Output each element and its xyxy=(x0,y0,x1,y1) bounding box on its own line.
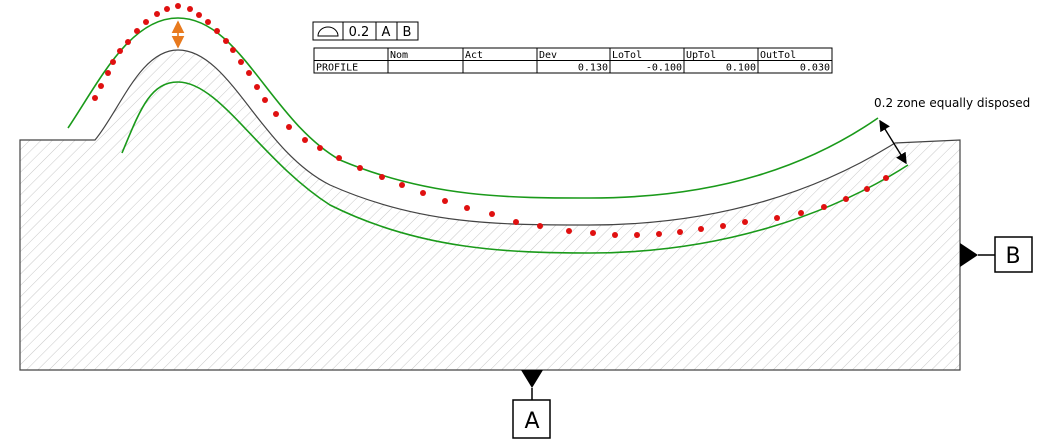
point xyxy=(513,219,519,225)
column-header: Act xyxy=(465,50,483,61)
point xyxy=(105,70,111,76)
point xyxy=(273,111,279,117)
row-label: PROFILE xyxy=(316,63,358,74)
column-header: LoTol xyxy=(612,50,642,61)
point xyxy=(864,186,870,192)
annotation: 0.2 zone equally disposed xyxy=(874,96,1030,110)
point xyxy=(302,137,308,143)
datum-a: A xyxy=(512,370,551,439)
point xyxy=(205,19,211,25)
datum-label: A xyxy=(524,409,539,434)
point xyxy=(634,232,640,238)
column-header: UpTol xyxy=(686,50,716,61)
point xyxy=(677,229,683,235)
point xyxy=(843,196,849,202)
cell-value: 0.100 xyxy=(726,63,756,74)
point xyxy=(612,232,618,238)
point xyxy=(98,83,104,89)
outer-tolerance xyxy=(67,17,879,199)
point xyxy=(357,165,363,171)
point xyxy=(143,19,149,25)
point xyxy=(154,11,160,17)
point xyxy=(134,28,140,34)
datum-ref: A xyxy=(382,25,391,40)
point xyxy=(246,70,252,76)
point xyxy=(187,6,193,12)
cell-value: -0.100 xyxy=(646,63,682,74)
point xyxy=(336,155,342,161)
point xyxy=(821,204,827,210)
point xyxy=(590,230,596,236)
point xyxy=(125,39,131,45)
column-header: Nom xyxy=(390,50,408,61)
point xyxy=(537,223,543,229)
measured-points xyxy=(92,3,889,238)
column-header: OutTol xyxy=(760,50,796,61)
point xyxy=(117,48,123,54)
point xyxy=(883,175,889,181)
point xyxy=(720,223,726,229)
point xyxy=(175,3,181,9)
point xyxy=(317,145,323,151)
point xyxy=(420,190,426,196)
point xyxy=(110,59,116,65)
datum-b: B xyxy=(960,236,1033,273)
point xyxy=(798,210,804,216)
cell-value: 0.130 xyxy=(578,63,608,74)
point xyxy=(742,219,748,225)
point xyxy=(230,47,236,53)
point xyxy=(92,95,98,101)
point xyxy=(254,84,260,90)
point xyxy=(566,228,572,234)
column-header: Dev xyxy=(539,50,557,61)
datum-label: B xyxy=(1005,244,1020,269)
point xyxy=(489,211,495,217)
feature-control-frame: 0.2 A B xyxy=(312,21,419,41)
zone-arrow xyxy=(879,119,907,165)
point xyxy=(399,182,405,188)
point xyxy=(214,28,220,34)
point xyxy=(238,59,244,65)
point xyxy=(442,198,448,204)
part xyxy=(19,49,961,371)
point xyxy=(656,231,662,237)
point xyxy=(698,226,704,232)
inner-tolerance xyxy=(121,81,909,254)
point xyxy=(223,38,229,44)
point xyxy=(774,215,780,221)
point xyxy=(196,12,202,18)
point xyxy=(286,124,292,130)
tolerance: 0.2 xyxy=(349,25,370,40)
point xyxy=(464,205,470,211)
datum-ref: B xyxy=(403,25,412,40)
results-table: Nom Act Dev LoTol UpTol OutTol PROFILE 0.130 -0.… xyxy=(313,47,833,74)
point xyxy=(262,97,268,103)
cell-value: 0.030 xyxy=(800,63,830,74)
point xyxy=(379,174,385,180)
point xyxy=(164,6,170,12)
